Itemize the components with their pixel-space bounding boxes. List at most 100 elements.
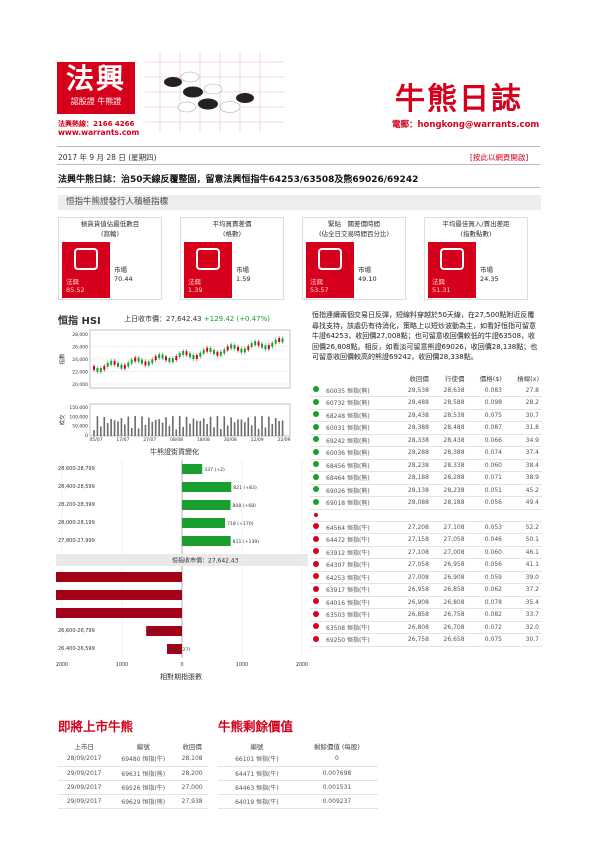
circle-icon	[312, 461, 319, 468]
card-label: 緊貼 關差價時間 (佔全日交易時間百分比)	[303, 218, 405, 240]
table-row[interactable]: 28/09/2017 69480 恒指(牛) 28,108	[58, 752, 208, 767]
candle-body	[195, 354, 198, 359]
volume-bar	[196, 420, 198, 436]
y-tick-label: 24,000	[72, 357, 88, 363]
table-row[interactable]: 63508 恒指(牛) 26,808 26,708 0.072 32.0	[310, 621, 542, 634]
website-link[interactable]: www.warrants.com	[58, 128, 140, 137]
table-row[interactable]: 64016 恒指(牛) 26,908 26,808 0.078 35.4	[310, 596, 542, 609]
cbbc-code[interactable]: 69026 恒指(熊)	[324, 484, 397, 497]
cbbc-code[interactable]: 68456 恒指(熊)	[324, 459, 397, 472]
volume-bar	[117, 421, 119, 436]
card-label-line: 緊貼 關差價時間	[328, 220, 380, 228]
table-row[interactable]: 29/09/2017 69526 恒指(牛) 27,000	[58, 780, 208, 795]
row-marker	[310, 484, 324, 497]
cbbc-code[interactable]: 60031 恒指(熊)	[324, 421, 397, 435]
call-price: 27,208	[396, 521, 432, 534]
volume-bar	[158, 419, 160, 436]
cbbc-code[interactable]: 64564 恒指(牛)	[324, 521, 397, 534]
candle-body	[175, 356, 178, 361]
leverage: 33.7	[504, 608, 542, 622]
table-row[interactable]: 60732 恒指(熊) 28,488 28,588 0.098 28.2	[310, 396, 542, 410]
col-strike: 行使價	[445, 375, 465, 383]
cbbc-code[interactable]: 63917 恒指(牛)	[324, 583, 397, 597]
circle-icon	[312, 486, 319, 493]
table-row[interactable]: 64564 恒指(牛) 27,208 27,108 0.053 52.2	[310, 521, 542, 534]
volume-bar	[137, 428, 140, 436]
table-row[interactable]: 64471 恒指(牛) 0.007698	[218, 766, 378, 781]
cbbc-code[interactable]: 63503 恒指(牛)	[324, 608, 397, 622]
cbbc-table: 收回價 行使價 價格($) 槓桿(x) 60035 恒指(熊) 28,538 28,…	[310, 372, 542, 647]
issuer-value: 53.57	[310, 286, 329, 294]
table-row[interactable]: 60036 恒指(熊) 28,288 28,388 0.074 37.4	[310, 446, 542, 460]
volume-bar	[244, 422, 246, 436]
row-marker	[310, 459, 324, 472]
cbbc-price: 0.056	[467, 558, 505, 572]
leverage: 31.8	[504, 421, 542, 435]
call-price: 27,158	[396, 533, 432, 547]
table-row[interactable]: 29/09/2017 69631 恒指(熊) 28,200	[58, 766, 208, 781]
table-row[interactable]: 69026 恒指(熊) 28,138 28,238 0.051 45.2	[310, 484, 542, 497]
upcoming-table: 上市日 編號 收回價 28/09/2017 69480 恒指(牛) 28,108 29…	[58, 740, 208, 809]
candle-body	[147, 361, 150, 366]
table-row[interactable]: 64307 恒指(牛) 27,058 26,958 0.056 41.1	[310, 558, 542, 572]
card-label-line: (佔全日交易時間百分比)	[318, 230, 390, 238]
strike-price: 28,388	[431, 446, 468, 460]
table-cell: 64463 恒指(牛)	[218, 780, 296, 795]
cbbc-code[interactable]: 69018 恒指(熊)	[324, 496, 397, 510]
table-row[interactable]: 69250 恒指(牛) 26,758 26,658 0.075 30.7	[310, 633, 542, 647]
range-label: 28,000-28,199	[58, 520, 95, 526]
table-row[interactable]: 68248 恒指(熊) 28,438 28,538 0.075 30.7	[310, 409, 542, 422]
table-row[interactable]: 69018 恒指(熊) 28,088 28,188 0.056 49.4	[310, 496, 542, 510]
table-cell: 69526 恒指(牛)	[110, 780, 177, 795]
candle-body	[209, 348, 212, 353]
cbbc-code[interactable]: 60036 恒指(熊)	[324, 446, 397, 460]
thumb-glyph	[318, 248, 342, 270]
leverage: 38.4	[504, 459, 542, 472]
indicators-title: 恒指牛熊證發行人積極指標	[58, 195, 541, 210]
cbbc-code[interactable]: 64307 恒指(牛)	[324, 558, 397, 572]
col-code: 編號	[136, 743, 150, 751]
issuer-label: 法興	[188, 278, 201, 286]
table-row[interactable]: 69242 恒指(熊) 28,338 28,438 0.066 34.9	[310, 434, 542, 447]
cbbc-code[interactable]: 60035 恒指(熊)	[324, 384, 397, 397]
table-row[interactable]: 68464 恒指(熊) 28,188 28,288 0.071 38.9	[310, 471, 542, 485]
card-label-line: (指數點數)	[460, 230, 492, 238]
table-row[interactable]: 63917 恒指(牛) 26,958 26,858 0.062 37.2	[310, 583, 542, 597]
table-row[interactable]: 66101 恒指(牛) 0	[218, 752, 378, 767]
table-row[interactable]: 60035 恒指(熊) 28,538 28,638 0.083 27.8	[310, 384, 542, 397]
cbbc-code[interactable]: 64253 恒指(牛)	[324, 571, 397, 584]
table-row[interactable]: 64463 恒指(牛) 0.001531	[218, 780, 378, 795]
table-header: 上市日 編號 收回價	[58, 740, 208, 752]
candle-body	[199, 352, 202, 357]
cbbc-code[interactable]: 64016 恒指(牛)	[324, 596, 397, 609]
cbbc-code[interactable]: 69250 恒指(牛)	[324, 633, 397, 647]
row-marker	[310, 446, 324, 460]
volume-bar	[261, 416, 263, 436]
strike-price: 28,188	[431, 496, 468, 510]
strike-price: 28,538	[431, 409, 468, 422]
contact-email[interactable]: 電郵：hongkong@warrants.com	[392, 120, 540, 130]
cbbc-code[interactable]: 63508 恒指(牛)	[324, 621, 397, 634]
cbbc-code[interactable]: 63912 恒指(牛)	[324, 546, 397, 559]
bar-value-label: 811 (+139)	[233, 539, 260, 545]
table-row[interactable]: 68456 恒指(熊) 28,238 28,338 0.060 38.4	[310, 459, 542, 472]
thumbs-up-icon: 法興 51.31	[428, 242, 476, 298]
cbbc-code[interactable]: 68248 恒指(熊)	[324, 409, 397, 422]
open-web-link[interactable]: [按此以網頁開啟]	[470, 153, 529, 162]
table-row[interactable]: 29/09/2017 69629 恒指(熊) 27,938	[58, 794, 208, 809]
row-marker	[310, 546, 324, 559]
thumb-glyph	[440, 248, 464, 270]
cbbc-code[interactable]: 68464 恒指(熊)	[324, 471, 397, 485]
candle-body	[96, 367, 99, 372]
table-row[interactable]: 64472 恒指(牛) 27,158 27,058 0.046 50.1	[310, 533, 542, 547]
cbbc-code[interactable]: 60732 恒指(熊)	[324, 396, 397, 410]
cbbc-code[interactable]: 64472 恒指(牛)	[324, 533, 397, 547]
card-label: 槓貨貨值佔最低數目 (窩輪)	[59, 218, 161, 240]
card-label-line: 槓貨貨值佔最低數目	[80, 220, 140, 228]
table-row[interactable]: 64253 恒指(牛) 27,008 26,908 0.059 39.0	[310, 571, 542, 584]
cbbc-code[interactable]: 69242 恒指(熊)	[324, 434, 397, 447]
table-row[interactable]: 63912 恒指(牛) 27,108 27,008 0.060 46.1	[310, 546, 542, 559]
table-row[interactable]: 60031 恒指(熊) 28,388 28,488 0.087 31.8	[310, 421, 542, 435]
table-row[interactable]: 64019 恒指(牛) 0.009237	[218, 794, 378, 809]
table-row[interactable]: 63503 恒指(牛) 26,858 26,758 0.082 33.7	[310, 608, 542, 622]
